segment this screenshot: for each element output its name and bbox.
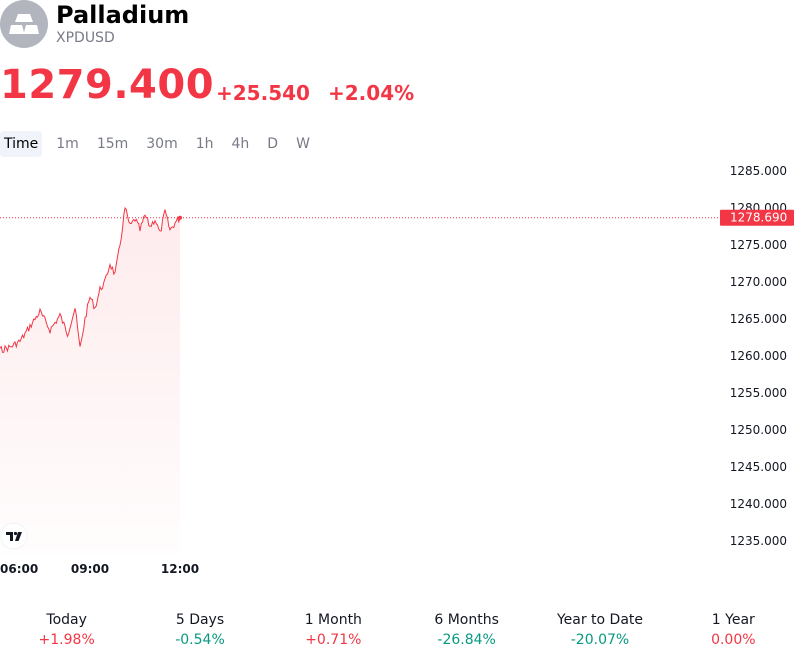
interval-15m[interactable]: 15m — [96, 136, 129, 152]
perf-label: 5 Days — [175, 612, 225, 628]
symbol-ticker: XPDUSD — [56, 30, 115, 46]
performance-bar: Today +1.98% 5 Days -0.54% 1 Month +0.71… — [0, 610, 800, 650]
symbol-logo — [0, 0, 48, 48]
perf-1-year[interactable]: 1 Year 0.00% — [667, 610, 800, 650]
interval-d[interactable]: D — [267, 136, 279, 152]
perf-value: -20.07% — [570, 632, 630, 648]
perf-value: -0.54% — [175, 632, 225, 648]
y-tick-label: 1240.000 — [730, 497, 787, 511]
interval-1m[interactable]: 1m — [56, 136, 79, 152]
perf-value: +0.71% — [305, 632, 362, 648]
interval-time[interactable]: Time — [0, 131, 43, 157]
y-tick-label: 1285.000 — [730, 164, 787, 178]
perf-value: -26.84% — [437, 632, 496, 648]
perf-5-days[interactable]: 5 Days -0.54% — [133, 610, 266, 650]
tradingview-logo[interactable] — [0, 522, 28, 550]
perf-label: Year to Date — [556, 612, 643, 628]
plot-area: 1278.690 — [0, 206, 794, 556]
perf-label: 1 Month — [304, 612, 362, 628]
y-tick-label: 1260.000 — [730, 349, 787, 363]
x-tick-label: 09:00 — [71, 562, 109, 576]
interval-30m[interactable]: 30m — [146, 136, 178, 152]
time-axis: 06:00 09:00 12:00 — [0, 562, 199, 576]
last-price-badge — [720, 209, 794, 226]
price-axis: 1285.0001280.0001275.0001270.0001265.000… — [730, 164, 787, 548]
price-line — [0, 206, 181, 353]
y-tick-label: 1255.000 — [730, 386, 787, 400]
interval-1h[interactable]: 1h — [195, 136, 214, 152]
y-tick-label: 1235.000 — [730, 534, 787, 548]
symbol-name: Palladium — [56, 1, 190, 29]
x-tick-label: 06:00 — [0, 562, 38, 576]
y-tick-label: 1250.000 — [730, 423, 787, 437]
interval-selector: Time 1m 15m 30m 1h 4h D W — [0, 131, 319, 157]
interval-4h[interactable]: 4h — [231, 136, 250, 152]
y-tick-label: 1270.000 — [730, 275, 787, 289]
interval-w[interactable]: W — [296, 136, 310, 152]
perf-value: 0.00% — [711, 632, 756, 648]
price-chart[interactable]: 1285.0001280.0001275.0001270.0001265.000… — [0, 160, 800, 590]
y-tick-label: 1245.000 — [730, 460, 787, 474]
x-tick-label: 12:00 — [161, 562, 199, 576]
price-area — [0, 208, 180, 556]
price-change-percent: +2.04% — [328, 81, 415, 105]
perf-1-month[interactable]: 1 Month +0.71% — [267, 610, 400, 650]
perf-today[interactable]: Today +1.98% — [0, 610, 133, 650]
perf-label: 6 Months — [434, 612, 499, 628]
perf-value: +1.98% — [38, 632, 95, 648]
perf-label: 1 Year — [711, 612, 755, 628]
tradingview-icon — [6, 531, 22, 541]
price-change: +25.540 — [216, 81, 310, 105]
last-price-label: 1278.690 — [730, 211, 787, 225]
last-price-dot — [178, 215, 182, 220]
y-tick-label: 1275.000 — [730, 238, 787, 252]
perf-year-to-date[interactable]: Year to Date -20.07% — [533, 610, 666, 650]
gold-bars-icon — [9, 14, 39, 34]
perf-6-months[interactable]: 6 Months -26.84% — [400, 610, 533, 650]
last-price: 1279.400 — [0, 62, 215, 108]
perf-label: Today — [46, 612, 87, 628]
y-tick-label: 1265.000 — [730, 312, 787, 326]
